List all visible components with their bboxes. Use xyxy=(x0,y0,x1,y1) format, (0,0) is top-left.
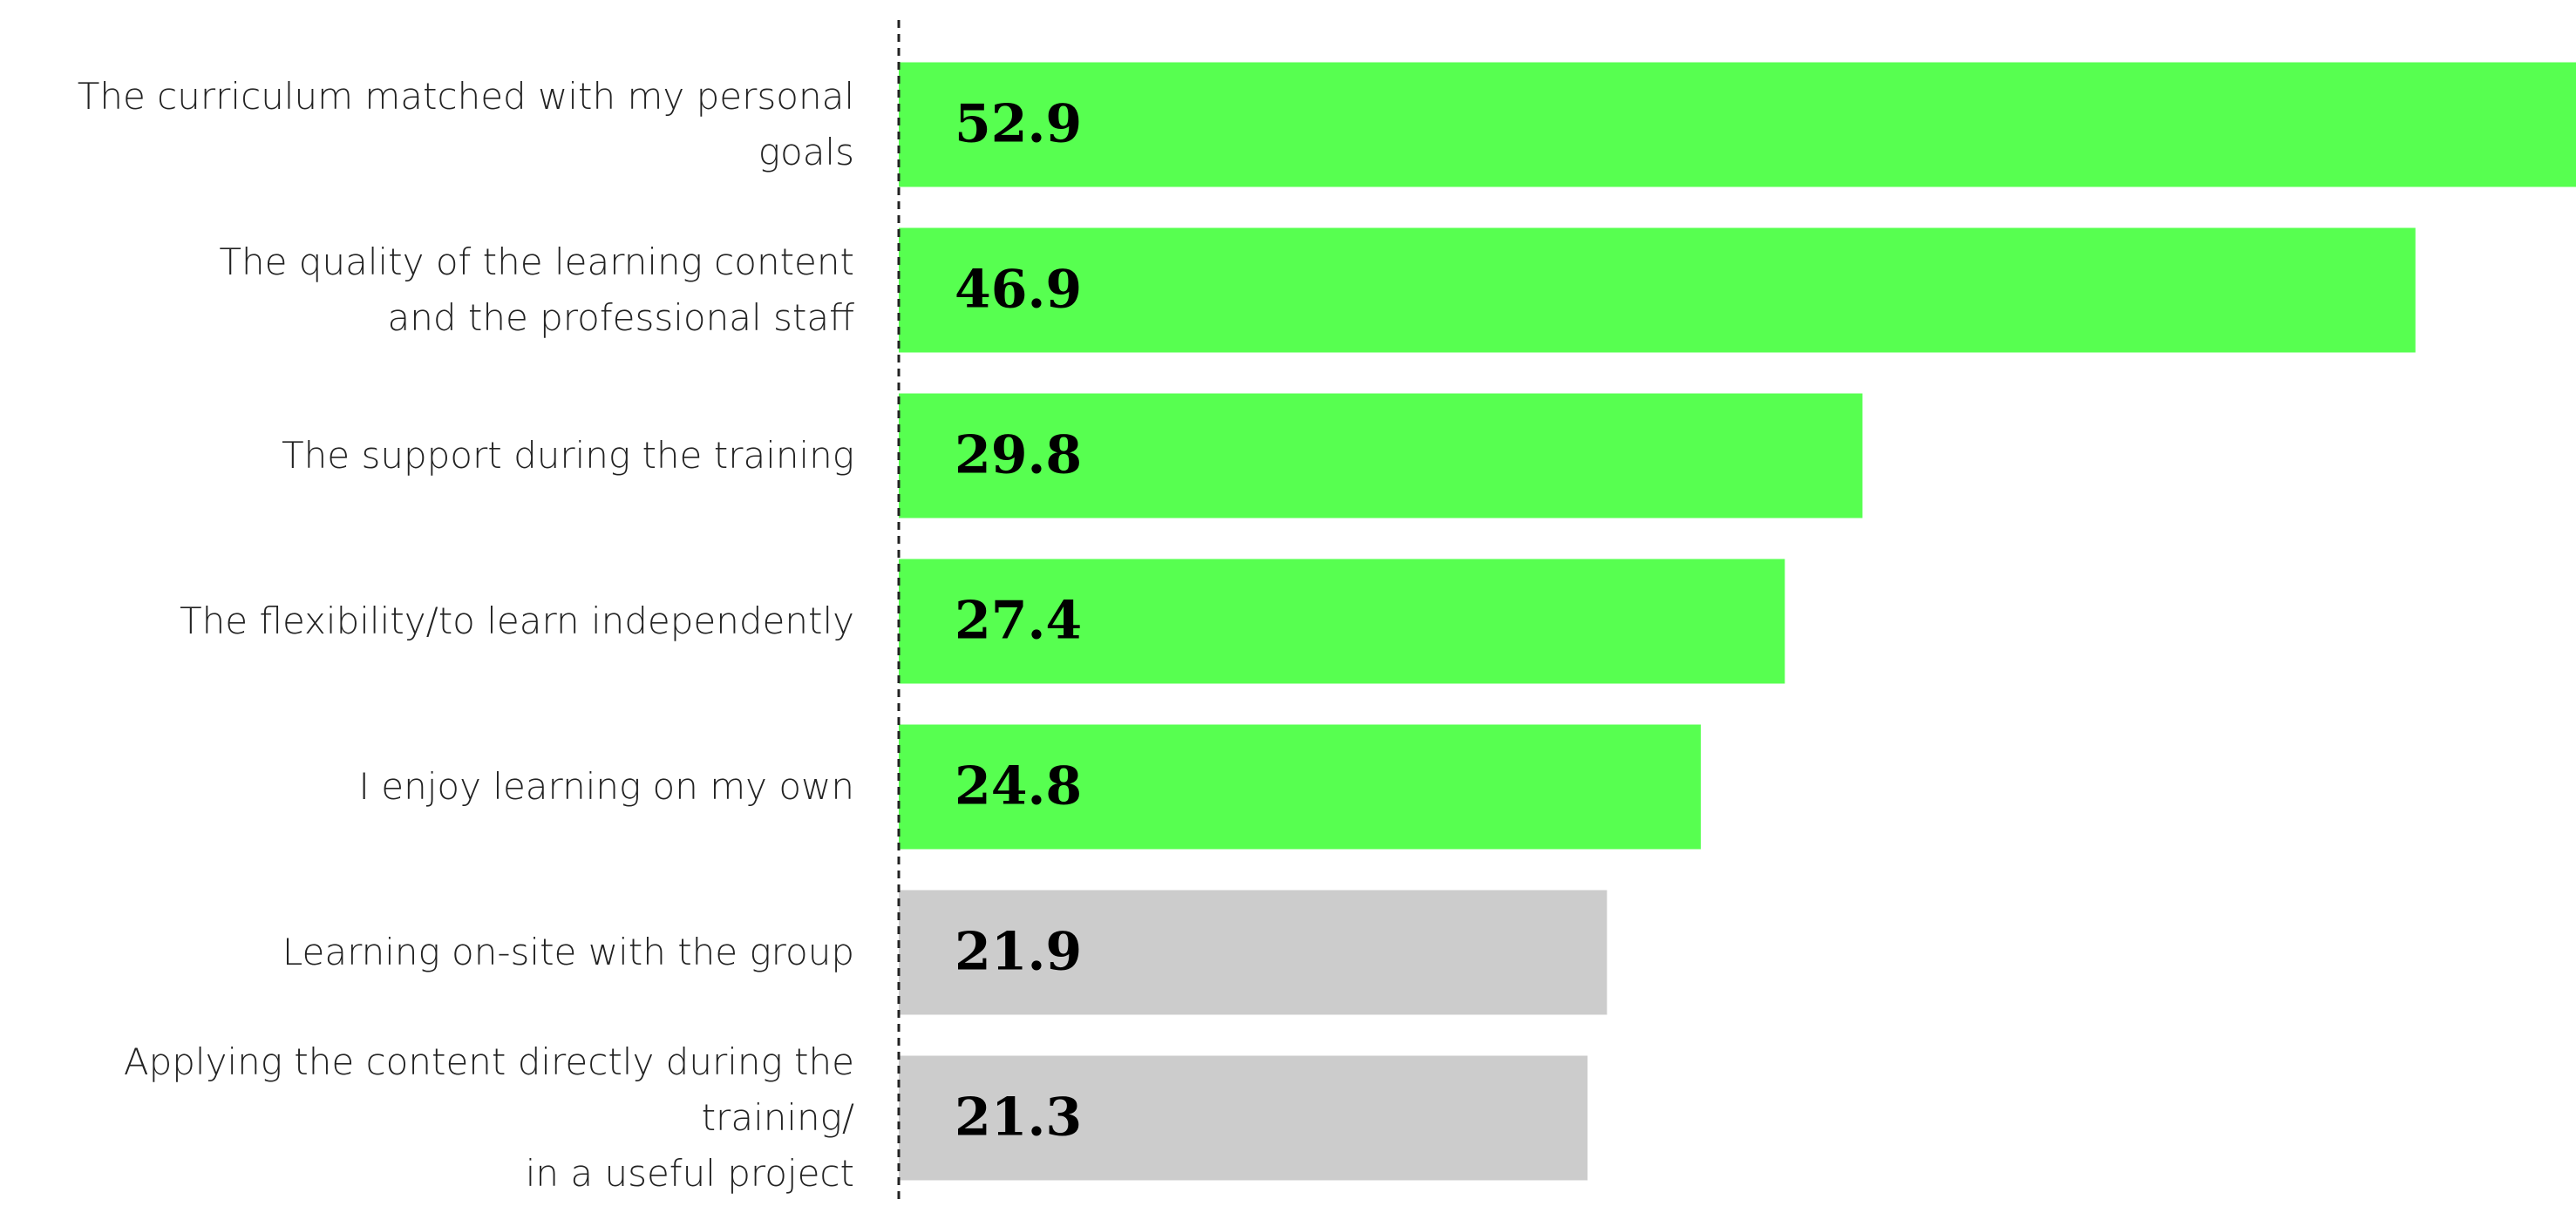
category-label: The curriculum matched with my personal … xyxy=(77,75,854,173)
value-label: 29.8 xyxy=(955,425,1082,486)
bar xyxy=(899,890,1607,1015)
bar xyxy=(899,227,2416,353)
bar xyxy=(899,724,1701,850)
bar xyxy=(899,1055,1588,1181)
category-label: I enjoy learning on my own xyxy=(358,765,854,808)
value-label: 21.9 xyxy=(955,922,1082,983)
bar xyxy=(899,559,1785,684)
value-label: 24.8 xyxy=(955,756,1082,817)
value-label: 21.3 xyxy=(955,1087,1082,1148)
bar xyxy=(899,62,2576,187)
bar xyxy=(899,393,1863,518)
category-label: The flexibility/to learn independently xyxy=(180,600,854,642)
value-label: 46.9 xyxy=(955,260,1082,321)
value-label: 27.4 xyxy=(955,591,1082,652)
category-label: The quality of the learning content and … xyxy=(219,241,854,339)
value-label: 52.9 xyxy=(955,94,1082,155)
category-label: Applying the content directly during the… xyxy=(123,1040,854,1195)
category-label: Learning on-site with the group xyxy=(282,931,854,973)
category-label: The support during the training xyxy=(282,434,854,477)
